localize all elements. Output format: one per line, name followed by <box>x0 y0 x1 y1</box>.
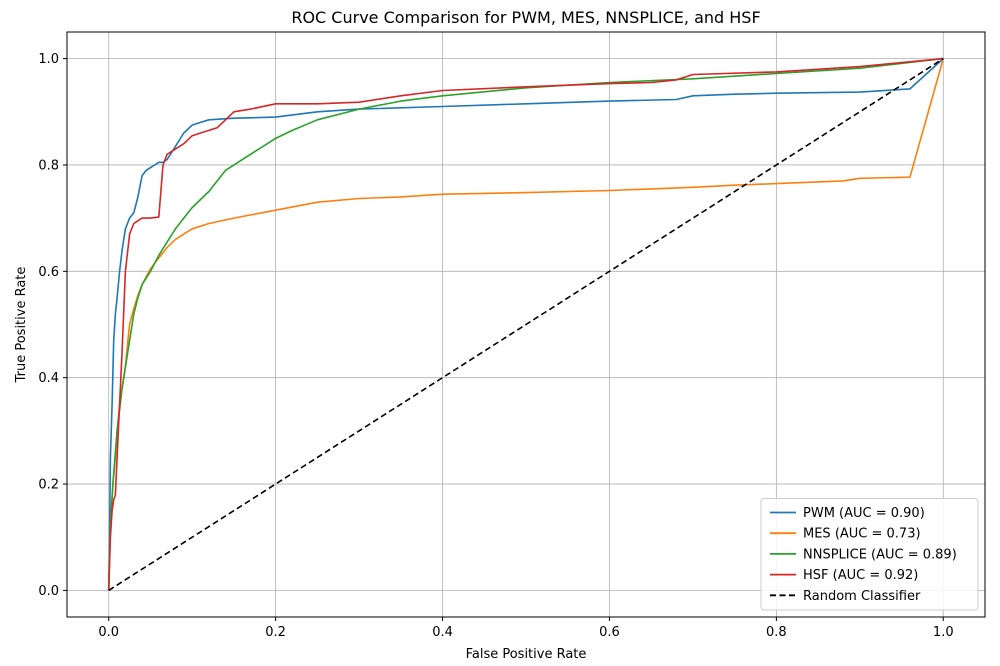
y-tick-label: 0.0 <box>38 584 59 599</box>
y-tick-label: 0.8 <box>38 158 59 173</box>
x-tick-label: 1.0 <box>933 625 954 640</box>
legend-box <box>760 498 979 611</box>
y-tick-label: 0.2 <box>38 478 59 493</box>
legend: PWM (AUC = 0.90) MES (AUC = 0.73) NNSPLICE… <box>760 498 979 611</box>
y-tick-label: 1.0 <box>38 52 59 67</box>
series-line-nnsplice <box>107 57 944 591</box>
y-tick-label: 0.4 <box>38 371 59 386</box>
y-axis-ticks: 0.0 0.2 0.4 0.6 0.8 1.0 <box>38 52 67 599</box>
chart-title: ROC Curve Comparison for PWM, MES, NNSPL… <box>291 8 760 27</box>
plot-lines <box>107 57 945 592</box>
series-line-random-classifier <box>108 57 944 592</box>
series-line-hsf <box>107 57 944 591</box>
x-tick-label: 0.4 <box>432 625 453 640</box>
x-tick-label: 0.2 <box>265 625 286 640</box>
legend-label: NNSPLICE (AUC = 0.89) <box>803 547 957 562</box>
x-tick-label: 0.0 <box>98 625 119 640</box>
plot-frame <box>66 31 986 618</box>
y-tick-label: 0.6 <box>38 265 59 280</box>
y-axis-title: True Positive Rate <box>14 267 29 384</box>
legend-label: PWM (AUC = 0.90) <box>803 506 925 521</box>
x-axis-title: False Positive Rate <box>466 647 587 662</box>
legend-label: MES (AUC = 0.73) <box>803 527 921 542</box>
legend-label: HSF (AUC = 0.92) <box>803 568 918 583</box>
legend-label: Random Classifier <box>803 589 921 604</box>
x-tick-label: 0.6 <box>599 625 620 640</box>
grid <box>67 32 985 617</box>
series-line-pwm <box>107 58 944 591</box>
x-axis-ticks: 0.0 0.2 0.4 0.6 0.8 1.0 <box>98 617 954 640</box>
x-tick-label: 0.8 <box>766 625 787 640</box>
